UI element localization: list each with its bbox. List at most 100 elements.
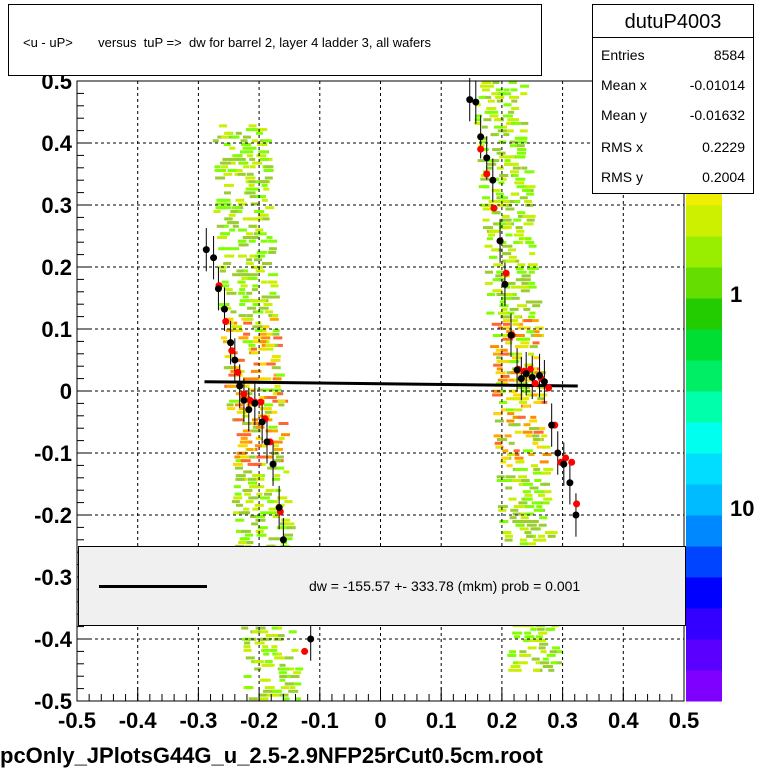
heat-cell [273,336,283,340]
heat-cell [511,121,521,125]
heat-cell [524,493,533,497]
heat-cell [496,475,505,479]
heat-cell [243,165,250,169]
data-point-red [240,390,248,398]
heat-cell [502,479,512,482]
data-point-black [236,382,244,390]
stat-row-mean-y: Mean y -0.01632 [601,103,745,127]
heat-cell [216,198,227,202]
heat-cell [493,363,503,367]
heat-cell [499,174,509,177]
heat-cell [518,345,529,349]
palette-cell [686,360,722,392]
heat-cell [254,485,265,489]
heat-cell [274,474,281,478]
heat-cell [279,693,289,697]
heat-cell [481,81,492,84]
heat-cell [273,459,282,463]
heat-cell [529,639,538,642]
heat-cell [251,522,259,526]
heat-cell [213,210,221,213]
palette-cell [686,298,722,330]
heat-cell [272,689,281,693]
data-point-black [466,96,474,104]
heat-cell [256,425,265,429]
heat-cell [288,689,299,693]
heat-cell [517,386,528,389]
heat-cell [278,436,285,440]
heat-cell [249,254,256,258]
heat-cell [501,307,508,311]
heat-cell [239,161,249,165]
heat-cell [223,317,234,321]
heat-cell [519,467,528,471]
heat-cell [240,284,248,288]
black-points [202,96,580,643]
heat-cell [550,661,558,665]
data-point-black [513,366,521,374]
heat-cell [481,88,490,92]
heat-cell [486,237,493,241]
heat-cell [242,489,253,492]
heat-cell [515,467,522,471]
heat-cell [243,675,252,678]
palette-cell [686,608,722,640]
heat-cell [498,508,507,512]
heat-cell [240,384,250,388]
heat-cell [499,196,509,200]
heat-cell [512,512,521,516]
heat-cell [288,630,297,634]
heat-cell [544,665,553,668]
y-tick-label: -0.4 [34,627,73,652]
heat-cell [275,373,285,377]
heat-cell [508,255,517,259]
heat-cell [519,400,527,404]
stat-row-rms-y: RMS y 0.2004 [601,165,745,189]
heat-cell [246,172,254,176]
heat-cell [524,631,532,635]
heat-cell [515,278,525,282]
heat-cell [493,434,503,438]
heat-cell [526,218,535,222]
heat-cell [251,236,259,239]
heat-cell [246,258,253,262]
heat-cell [495,88,503,92]
heat-cell [535,427,546,430]
heat-cell [232,273,241,277]
heat-cell [282,697,290,701]
heat-cell [517,148,526,151]
heat-cell [286,526,296,530]
heat-cell [515,155,526,159]
heat-cell [522,326,531,330]
heat-cell [535,635,543,639]
heat-cell [235,131,242,135]
heat-cell [255,529,264,533]
data-point-black [269,460,277,468]
heat-cell [259,396,266,399]
heat-cell [242,414,250,418]
heat-cell [525,653,532,657]
heat-cell [252,284,259,288]
heat-cell [500,460,507,464]
heat-cell [525,237,532,241]
heat-cell [257,213,267,217]
heat-cell [511,285,520,289]
heat-cell [249,157,256,161]
heat-cell [250,340,261,344]
data-point-black [548,421,556,429]
heat-cell [224,254,235,258]
palette-cell [686,577,722,609]
heat-cell [278,403,285,407]
heat-cell [538,523,547,527]
heat-cell [506,121,517,125]
palette-cell [686,546,722,578]
heat-cell [265,347,274,351]
heat-cell [505,475,516,479]
palette-cell [686,453,722,485]
heat-cell [232,462,243,466]
heat-cell [531,367,537,371]
heat-cell [533,668,540,672]
heat-cell [518,382,529,386]
heat-cell [499,520,509,523]
heat-cell [231,206,241,210]
